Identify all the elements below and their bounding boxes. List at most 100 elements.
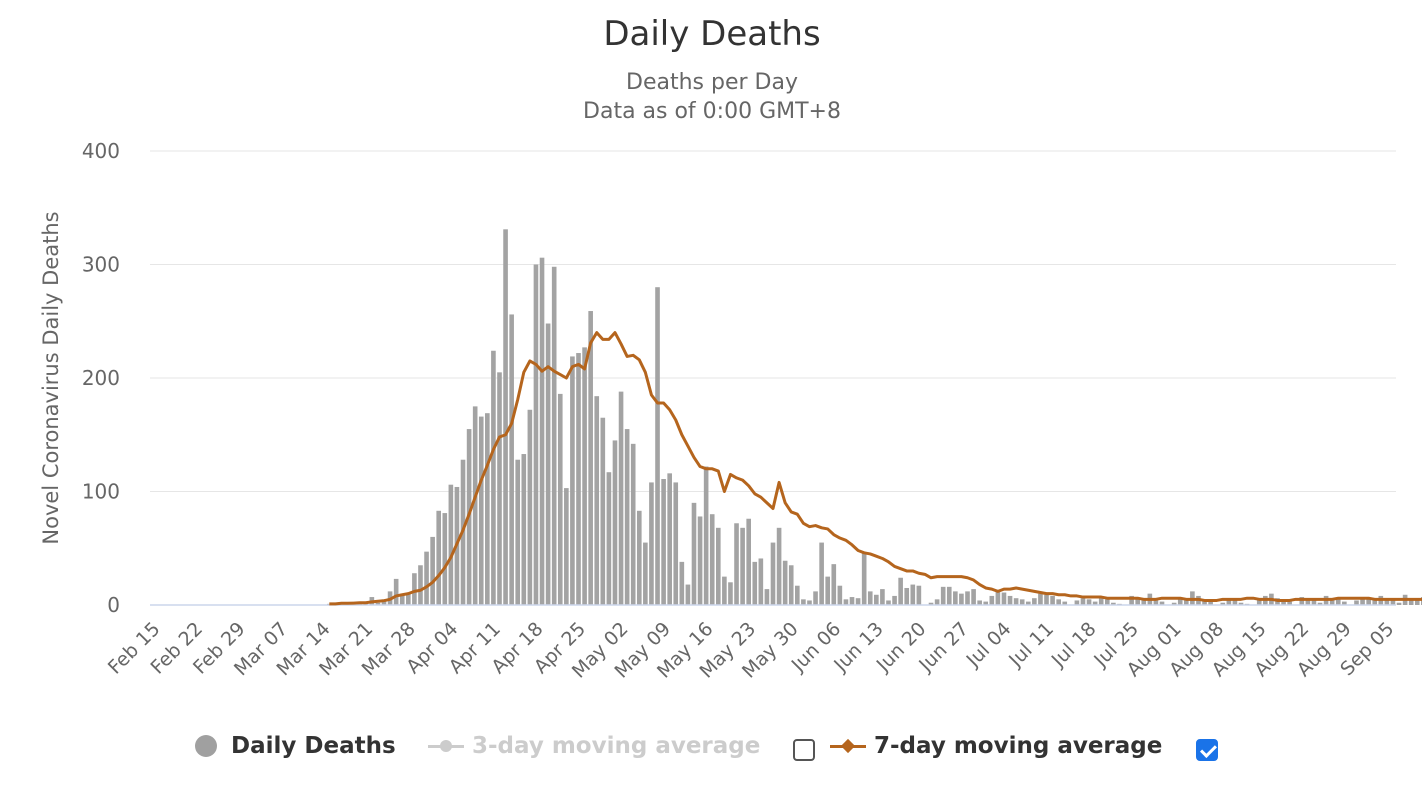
bar[interactable] <box>418 565 423 605</box>
bar[interactable] <box>880 589 885 605</box>
bar[interactable] <box>1184 600 1189 605</box>
bar[interactable] <box>837 585 843 605</box>
bar[interactable] <box>819 542 824 605</box>
bar[interactable] <box>831 564 837 605</box>
bar[interactable] <box>1408 598 1414 605</box>
bar[interactable] <box>995 591 1001 605</box>
bar[interactable] <box>545 323 551 605</box>
bar[interactable] <box>1104 599 1110 605</box>
bar[interactable] <box>497 372 502 605</box>
bar[interactable] <box>436 510 442 605</box>
bar[interactable] <box>442 513 448 605</box>
bar[interactable] <box>1129 595 1134 605</box>
bar[interactable] <box>503 229 508 605</box>
bar[interactable] <box>1080 598 1086 605</box>
bar[interactable] <box>1372 598 1378 605</box>
bar[interactable] <box>509 314 514 605</box>
bar[interactable] <box>1177 599 1183 605</box>
bar[interactable] <box>1056 599 1061 605</box>
bar[interactable] <box>874 594 879 605</box>
bar[interactable] <box>393 578 399 605</box>
bar[interactable] <box>1360 597 1365 605</box>
bar[interactable] <box>521 454 527 605</box>
bar[interactable] <box>1062 601 1068 605</box>
bar[interactable] <box>1256 599 1262 605</box>
bar[interactable] <box>551 266 557 605</box>
bar[interactable] <box>582 347 587 605</box>
bar[interactable] <box>1092 601 1098 605</box>
bar[interactable] <box>715 527 721 605</box>
bar[interactable] <box>673 482 679 605</box>
bar[interactable] <box>1342 601 1347 605</box>
bar[interactable] <box>588 311 593 605</box>
seven-day-average-line[interactable] <box>329 331 1422 606</box>
bar[interactable] <box>953 591 958 605</box>
bar[interactable] <box>898 577 903 605</box>
bar[interactable] <box>424 551 429 605</box>
bar[interactable] <box>959 593 964 605</box>
bar[interactable] <box>606 472 612 605</box>
bar[interactable] <box>1287 601 1292 605</box>
bar[interactable] <box>643 542 648 605</box>
bar[interactable] <box>1396 602 1402 605</box>
bar[interactable] <box>570 356 575 605</box>
bar[interactable] <box>478 416 484 605</box>
bar[interactable] <box>472 406 478 606</box>
bar[interactable] <box>406 592 411 605</box>
bar[interactable] <box>1384 599 1390 605</box>
bar[interactable] <box>1135 599 1140 605</box>
bar[interactable] <box>801 599 806 605</box>
bar[interactable] <box>685 584 691 605</box>
bar[interactable] <box>940 586 946 605</box>
bar[interactable] <box>612 440 618 605</box>
bar[interactable] <box>594 396 600 605</box>
bar[interactable] <box>667 473 672 605</box>
bar[interactable] <box>1299 597 1305 605</box>
bar[interactable] <box>1013 598 1019 605</box>
bar[interactable] <box>983 601 989 605</box>
bar[interactable] <box>1171 602 1177 605</box>
bar[interactable] <box>946 586 952 605</box>
bar[interactable] <box>1208 601 1213 605</box>
bar[interactable] <box>539 257 545 605</box>
bar[interactable] <box>430 536 435 605</box>
bar[interactable] <box>728 582 733 605</box>
bar[interactable] <box>618 391 624 605</box>
bar[interactable] <box>1317 602 1323 605</box>
legend-item-7day-average[interactable]: 7-day moving average <box>830 728 1162 764</box>
bar[interactable] <box>1086 599 1092 605</box>
bar[interactable] <box>412 573 417 605</box>
bar[interactable] <box>746 518 751 605</box>
bar[interactable] <box>1414 600 1420 605</box>
bar[interactable] <box>813 591 818 605</box>
bar[interactable] <box>1335 599 1341 605</box>
bar[interactable] <box>1153 600 1159 605</box>
bar[interactable] <box>965 591 970 605</box>
bar[interactable] <box>630 443 636 605</box>
bar[interactable] <box>1390 600 1396 605</box>
bar[interactable] <box>934 599 940 605</box>
bar[interactable] <box>399 593 405 605</box>
bar[interactable] <box>564 488 569 605</box>
bar[interactable] <box>1001 592 1007 605</box>
bar[interactable] <box>764 589 770 605</box>
bar[interactable] <box>655 287 660 605</box>
bar[interactable] <box>758 558 764 605</box>
bar[interactable] <box>1238 602 1244 605</box>
bar[interactable] <box>1025 601 1031 605</box>
bar[interactable] <box>576 353 581 605</box>
bar[interactable] <box>770 542 776 605</box>
bar[interactable] <box>722 576 727 606</box>
bar[interactable] <box>1202 599 1207 605</box>
bar[interactable] <box>1044 594 1049 605</box>
bar[interactable] <box>1038 593 1043 605</box>
bar[interactable] <box>697 516 703 605</box>
bar[interactable] <box>989 595 995 605</box>
checkbox-7day-average[interactable] <box>1196 739 1218 761</box>
bar[interactable] <box>977 600 982 605</box>
bar[interactable] <box>691 502 697 605</box>
bar[interactable] <box>1220 602 1226 605</box>
bar[interactable] <box>1305 598 1311 605</box>
bar[interactable] <box>795 585 800 605</box>
bar[interactable] <box>527 409 533 605</box>
